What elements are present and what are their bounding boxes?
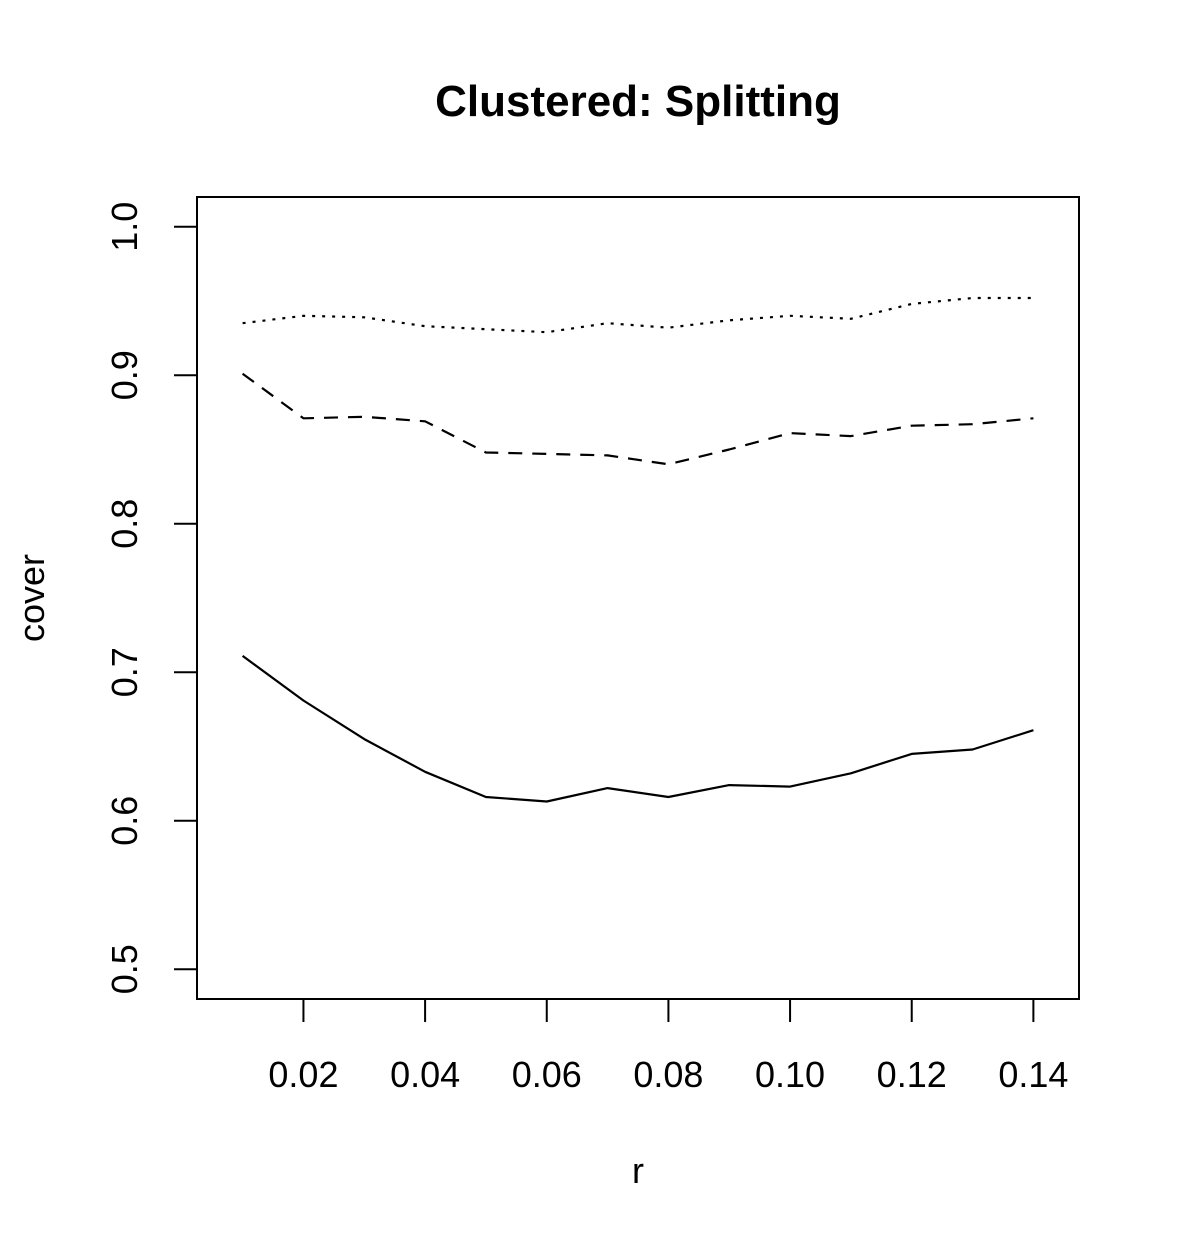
y-tick-label: 0.6 bbox=[104, 796, 145, 846]
x-axis-label: r bbox=[632, 1150, 644, 1191]
y-axis-label: cover bbox=[11, 554, 52, 642]
y-tick-label: 0.5 bbox=[104, 944, 145, 994]
x-axis: 0.02 0.04 0.06 0.08 0.10 0.12 0.14 bbox=[268, 998, 1068, 1095]
x-tick-label: 0.08 bbox=[633, 1054, 703, 1095]
plot-frame bbox=[196, 196, 1080, 1000]
chart-title: Clustered: Splitting bbox=[435, 77, 841, 126]
y-tick-label: 0.8 bbox=[104, 499, 145, 549]
y-tick-label: 0.9 bbox=[104, 350, 145, 400]
series-dashed-line bbox=[241, 372, 1034, 466]
x-tick-label: 0.06 bbox=[512, 1054, 582, 1095]
x-tick-label: 0.04 bbox=[390, 1054, 460, 1095]
series-solid-line bbox=[241, 655, 1034, 803]
y-tick-label: 1.0 bbox=[104, 202, 145, 252]
x-tick-label: 0.10 bbox=[755, 1054, 825, 1095]
series-group bbox=[241, 296, 1034, 803]
series-dotted-line bbox=[242, 296, 1034, 334]
y-tick-label: 0.7 bbox=[104, 647, 145, 697]
x-tick-label: 0.12 bbox=[877, 1054, 947, 1095]
y-axis: 0.5 0.6 0.7 0.8 0.9 1.0 bbox=[104, 202, 198, 994]
x-tick-label: 0.14 bbox=[998, 1054, 1068, 1095]
x-tick-label: 0.02 bbox=[268, 1054, 338, 1095]
